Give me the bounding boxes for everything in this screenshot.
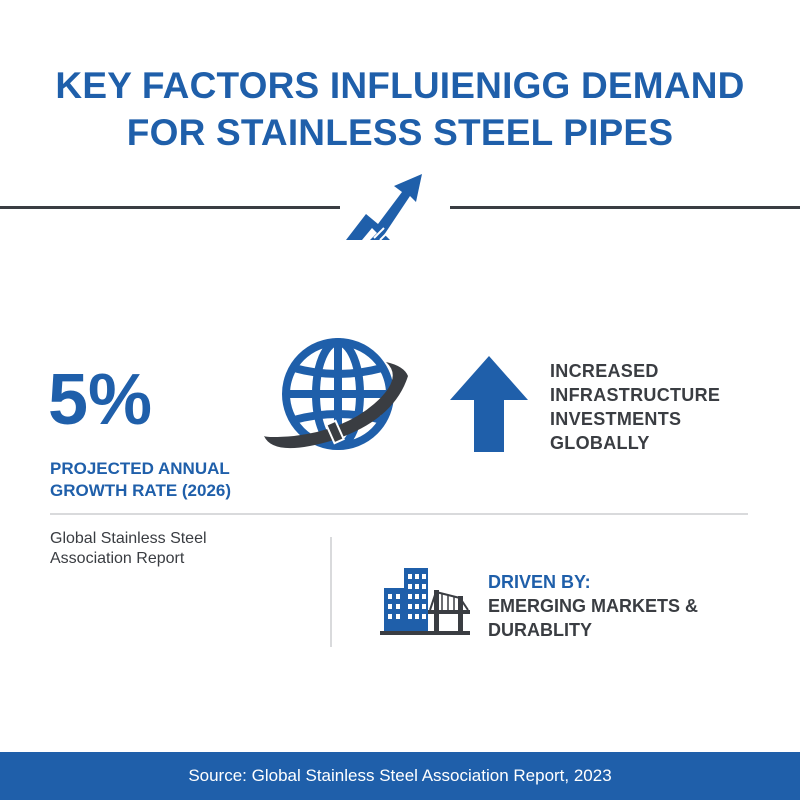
horizontal-divider	[50, 513, 748, 515]
source-footer: Source: Global Stainless Steel Associati…	[0, 752, 800, 800]
title-rule-right	[450, 206, 800, 209]
growth-rate-value: 5%	[48, 360, 153, 440]
drivers-text: EMERGING MARKETS & DURABLITY	[488, 594, 748, 642]
title-line-1: KEY FACTORS INFLUIENIGG DEMAND	[55, 65, 745, 106]
driven-by-label: DRIVEN BY:	[488, 572, 591, 592]
infrastructure-line-3: INVESTMENTS	[550, 409, 682, 429]
growth-rate-label: PROJECTED ANNUAL GROWTH RATE (2026)	[50, 458, 280, 502]
infrastructure-line-1: INCREASED	[550, 361, 659, 381]
drivers-line-2: DURABLITY	[488, 620, 592, 640]
infrastructure-line-2: INFRASTRUCTURE	[550, 385, 721, 405]
source-note-line-1: Global Stainless Steel	[50, 530, 207, 547]
drivers-line-1: EMERGING MARKETS &	[488, 596, 699, 616]
source-note: Global Stainless Steel Association Repor…	[50, 529, 290, 569]
globe-with-pipe-icon	[264, 338, 408, 450]
vertical-divider	[330, 537, 332, 647]
title-rule-left	[0, 206, 340, 209]
page-title: KEY FACTORS INFLUIENIGG DEMAND FOR STAIN…	[0, 62, 800, 156]
infrastructure-investments-text: INCREASED INFRASTRUCTURE INVESTMENTS GLO…	[550, 359, 780, 455]
title-line-2: FOR STAINLESS STEEL PIPES	[126, 112, 674, 153]
source-note-line-2: Association Report	[50, 550, 185, 567]
buildings-bridge-icon	[380, 568, 470, 635]
infrastructure-line-4: GLOBALLY	[550, 433, 650, 453]
trending-up-arrow-icon	[346, 174, 422, 241]
growth-rate-label-line-2: GROWTH RATE (2026)	[50, 481, 232, 500]
up-arrow-icon	[450, 356, 528, 452]
growth-rate-label-line-1: PROJECTED ANNUAL	[50, 459, 230, 478]
